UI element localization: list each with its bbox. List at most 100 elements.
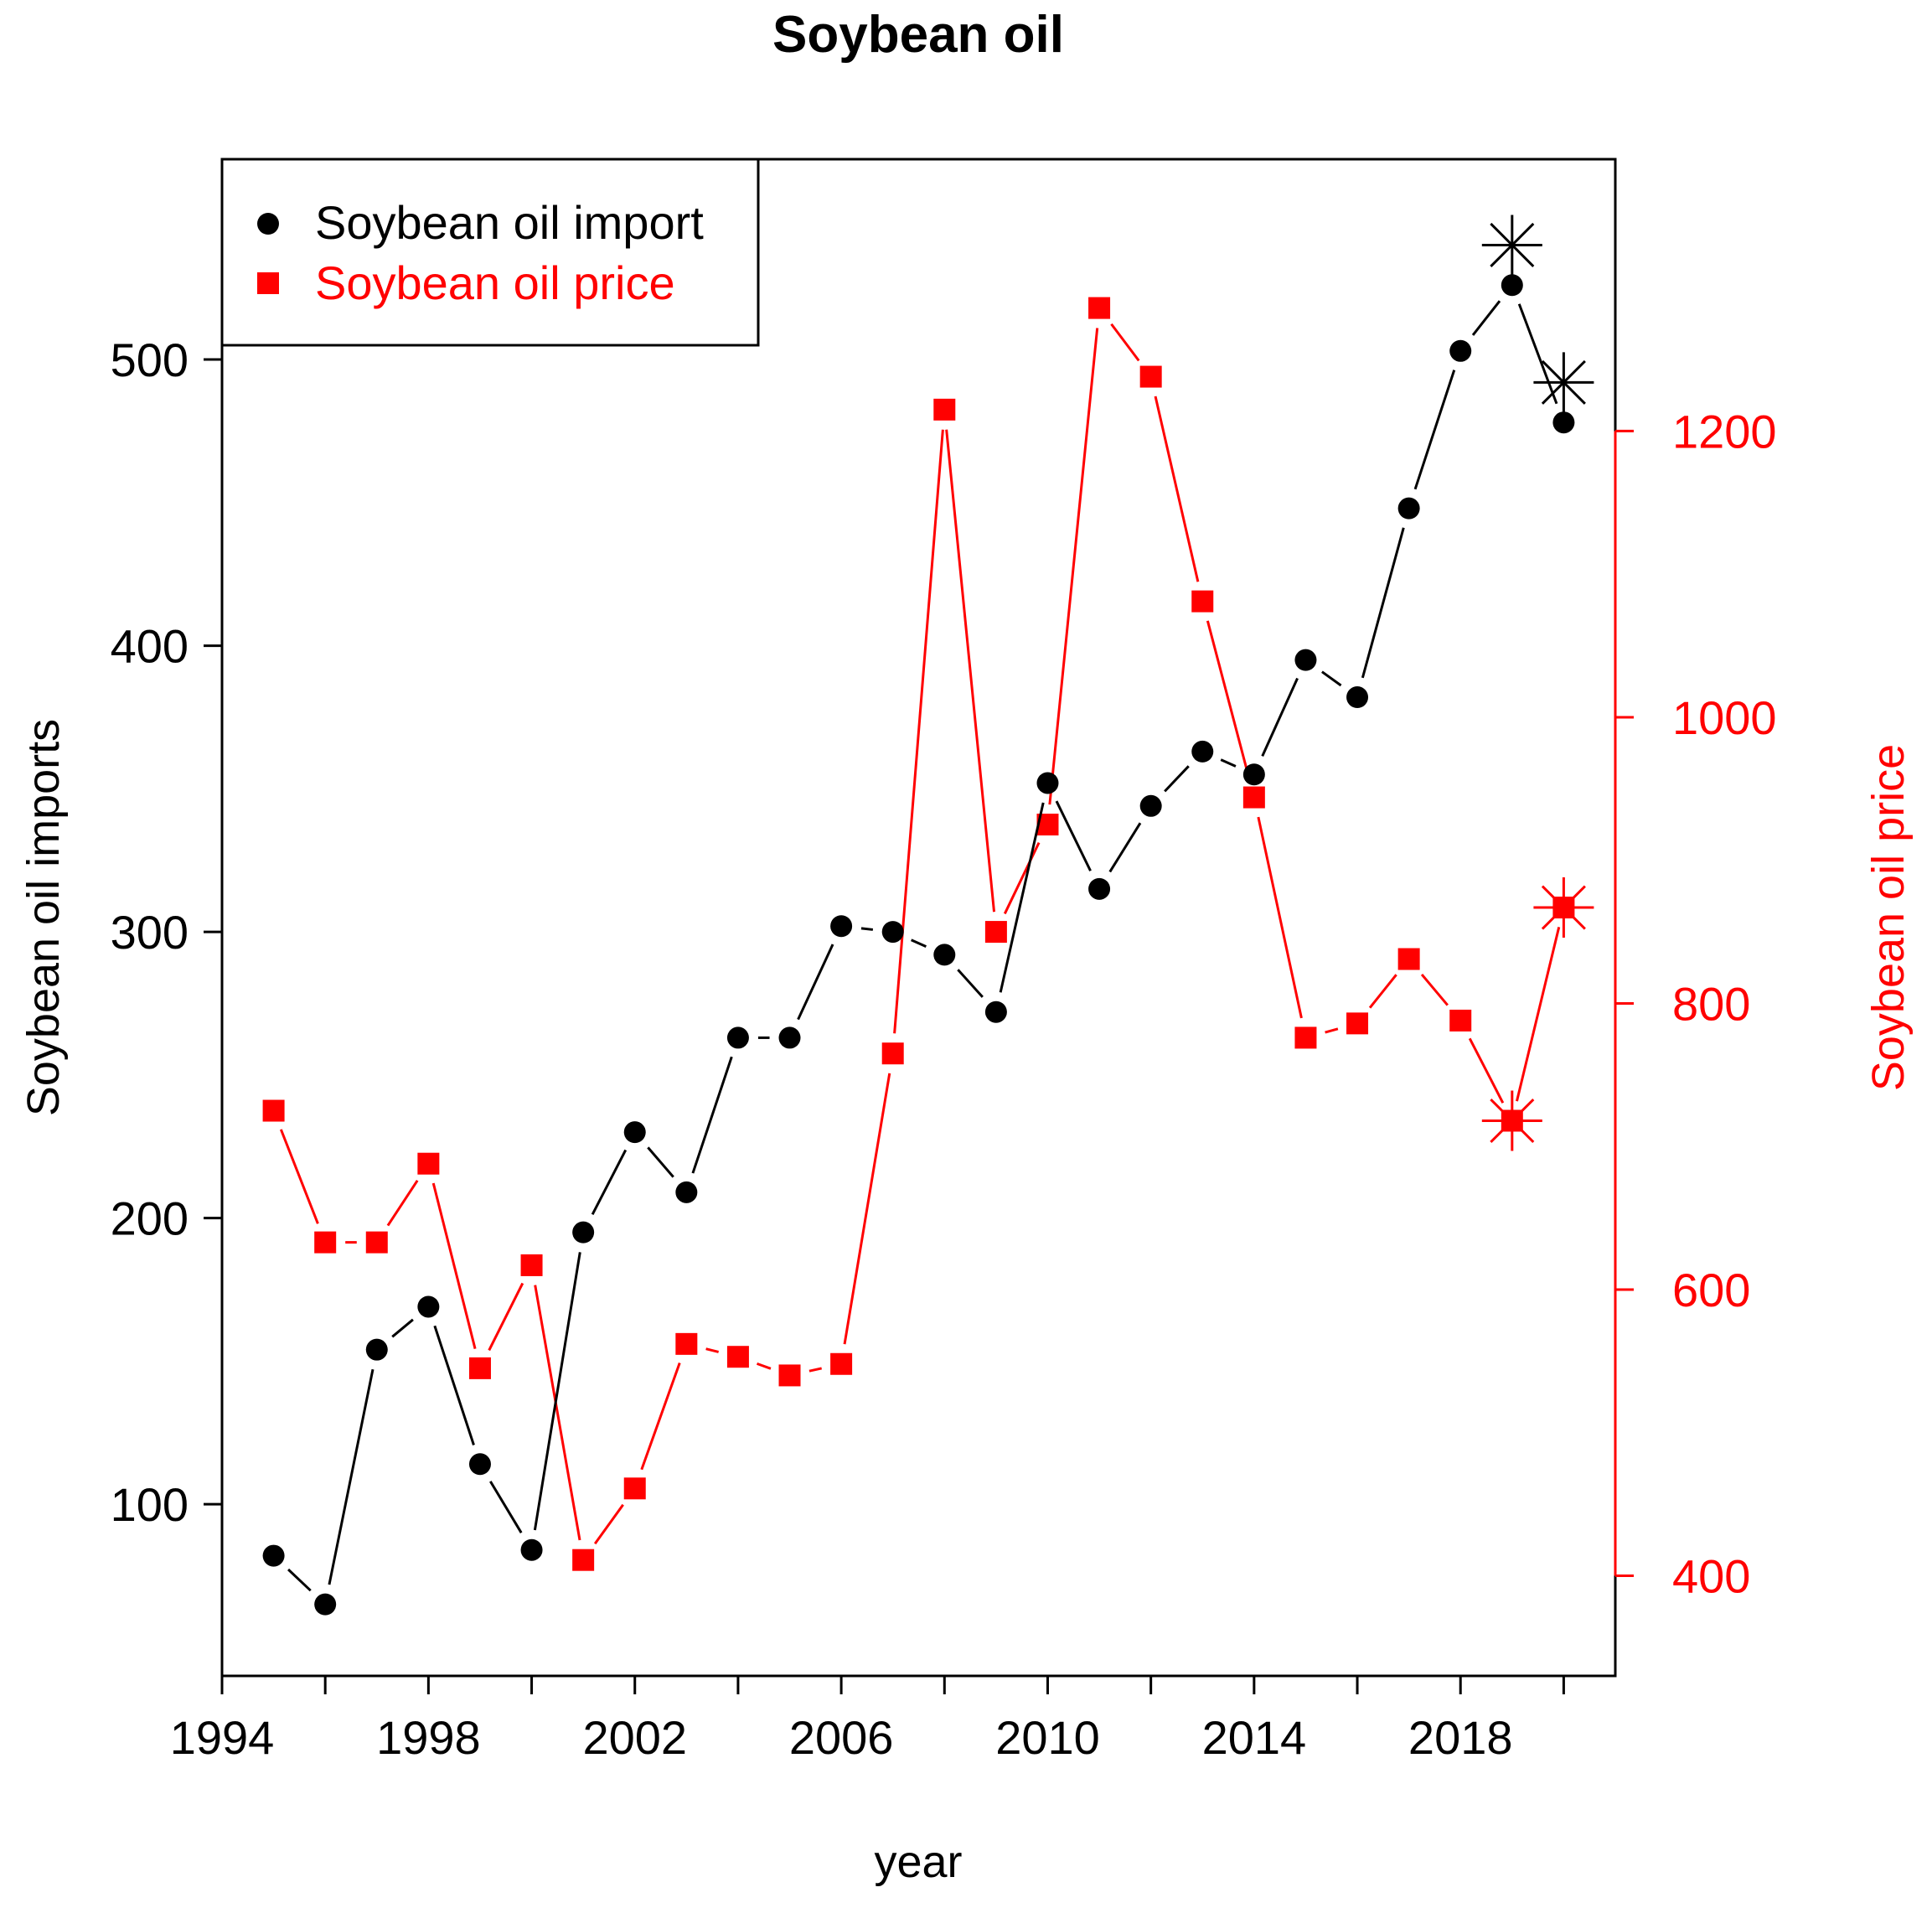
import-point — [572, 1221, 595, 1244]
price-segment — [534, 1285, 581, 1541]
price-point — [984, 921, 1007, 944]
price-point — [623, 1477, 646, 1500]
import-segment — [328, 1368, 375, 1585]
price-segment — [1325, 1027, 1339, 1034]
price-forecast-marker — [1533, 877, 1594, 938]
import-segment — [1361, 527, 1405, 679]
price-point — [417, 1152, 440, 1175]
price-point — [1242, 786, 1265, 809]
y-right-tick-label: 1200 — [1672, 405, 1777, 458]
import-point — [1449, 339, 1472, 362]
y-axis-right-label: Soybean oil price — [1863, 744, 1914, 1091]
import-forecast-marker — [1533, 352, 1594, 413]
import-segment — [1517, 303, 1558, 405]
import-segment — [797, 944, 834, 1021]
price-point — [468, 1357, 491, 1379]
import-point — [1036, 772, 1059, 794]
import-segment — [647, 1146, 674, 1178]
chart-title: Soybean oil — [772, 6, 1064, 64]
import-point — [1501, 274, 1523, 297]
import-segment — [860, 927, 874, 931]
legend: Soybean oil import Soybean oil price — [220, 158, 760, 347]
price-segment — [488, 1282, 524, 1352]
price-point — [778, 1364, 801, 1387]
price-point — [520, 1254, 543, 1276]
import-point — [1139, 794, 1162, 817]
price-point — [1088, 297, 1111, 319]
y-right-tick-label: 400 — [1672, 1549, 1750, 1602]
import-point — [675, 1181, 698, 1203]
y-axis-left: 100 200 300 400 500 — [111, 334, 224, 1531]
import-segment — [999, 802, 1045, 993]
price-point — [881, 1042, 904, 1065]
import-point — [1346, 686, 1369, 709]
series-import — [262, 215, 1594, 1616]
y-right-tick-label: 600 — [1672, 1264, 1750, 1316]
import-point — [778, 1026, 801, 1049]
price-point — [726, 1346, 749, 1368]
price-point — [1397, 948, 1420, 970]
import-segment — [911, 938, 927, 949]
import-segment — [1055, 800, 1092, 871]
price-point — [1294, 1026, 1317, 1049]
import-segment — [591, 1149, 628, 1216]
legend-price-marker — [257, 272, 279, 294]
price-segment — [279, 1129, 319, 1224]
import-segment — [1108, 822, 1142, 873]
plot-frame — [220, 158, 1617, 1678]
price-segment — [640, 1362, 681, 1471]
price-segment — [1003, 841, 1041, 915]
y-axis-right: 400 600 800 1000 1200 — [1614, 405, 1777, 1602]
price-point — [262, 1099, 285, 1122]
price-point — [675, 1332, 698, 1355]
asterisk-stroke — [1541, 359, 1586, 405]
price-segment — [1110, 323, 1140, 362]
import-point — [365, 1338, 388, 1361]
y-right-tick-label: 1000 — [1672, 691, 1777, 744]
price-segment — [1368, 974, 1397, 1009]
x-tick-label: 2018 — [1408, 1711, 1513, 1764]
import-point — [830, 915, 853, 938]
import-point — [984, 1001, 1007, 1023]
import-point — [726, 1026, 749, 1049]
import-segment — [1261, 677, 1299, 757]
y-right-tick-label: 800 — [1672, 977, 1750, 1030]
y-axis-left-label: Soybean oil imports — [18, 719, 69, 1116]
import-segment — [1164, 765, 1190, 793]
price-point — [1191, 590, 1214, 613]
import-segment — [1220, 758, 1237, 768]
asterisk-stroke — [1490, 222, 1535, 267]
price-segment — [843, 1073, 891, 1345]
import-point — [881, 921, 904, 944]
import-point — [1088, 877, 1111, 900]
price-segment — [1048, 328, 1099, 805]
legend-price-label: Soybean oil price — [315, 256, 675, 309]
price-segment — [1206, 620, 1251, 778]
import-point — [417, 1295, 440, 1318]
x-tick-label: 2014 — [1202, 1711, 1307, 1764]
x-tick-label: 2006 — [789, 1711, 894, 1764]
x-tick-label: 1998 — [376, 1711, 481, 1764]
price-segment — [1468, 1037, 1505, 1104]
import-point — [520, 1538, 543, 1561]
price-segment — [386, 1179, 419, 1227]
import-point — [1552, 411, 1575, 434]
import-segment — [287, 1568, 312, 1592]
price-point — [572, 1549, 595, 1571]
y-left-tick-label: 300 — [111, 906, 189, 959]
price-point — [1449, 1009, 1472, 1032]
import-segment — [1413, 370, 1456, 490]
price-point — [830, 1352, 853, 1375]
y-left-tick-label: 100 — [111, 1478, 189, 1531]
import-point — [468, 1453, 491, 1476]
import-point — [1242, 763, 1265, 786]
price-segment — [705, 1347, 720, 1353]
price-segment — [1257, 816, 1303, 1019]
x-tick-label: 2002 — [582, 1711, 687, 1764]
y-left-tick-label: 400 — [111, 620, 189, 673]
x-tick-label: 2010 — [995, 1711, 1100, 1764]
import-segment — [691, 1056, 733, 1174]
import-point — [1294, 649, 1317, 671]
y-left-tick-label: 200 — [111, 1192, 189, 1245]
